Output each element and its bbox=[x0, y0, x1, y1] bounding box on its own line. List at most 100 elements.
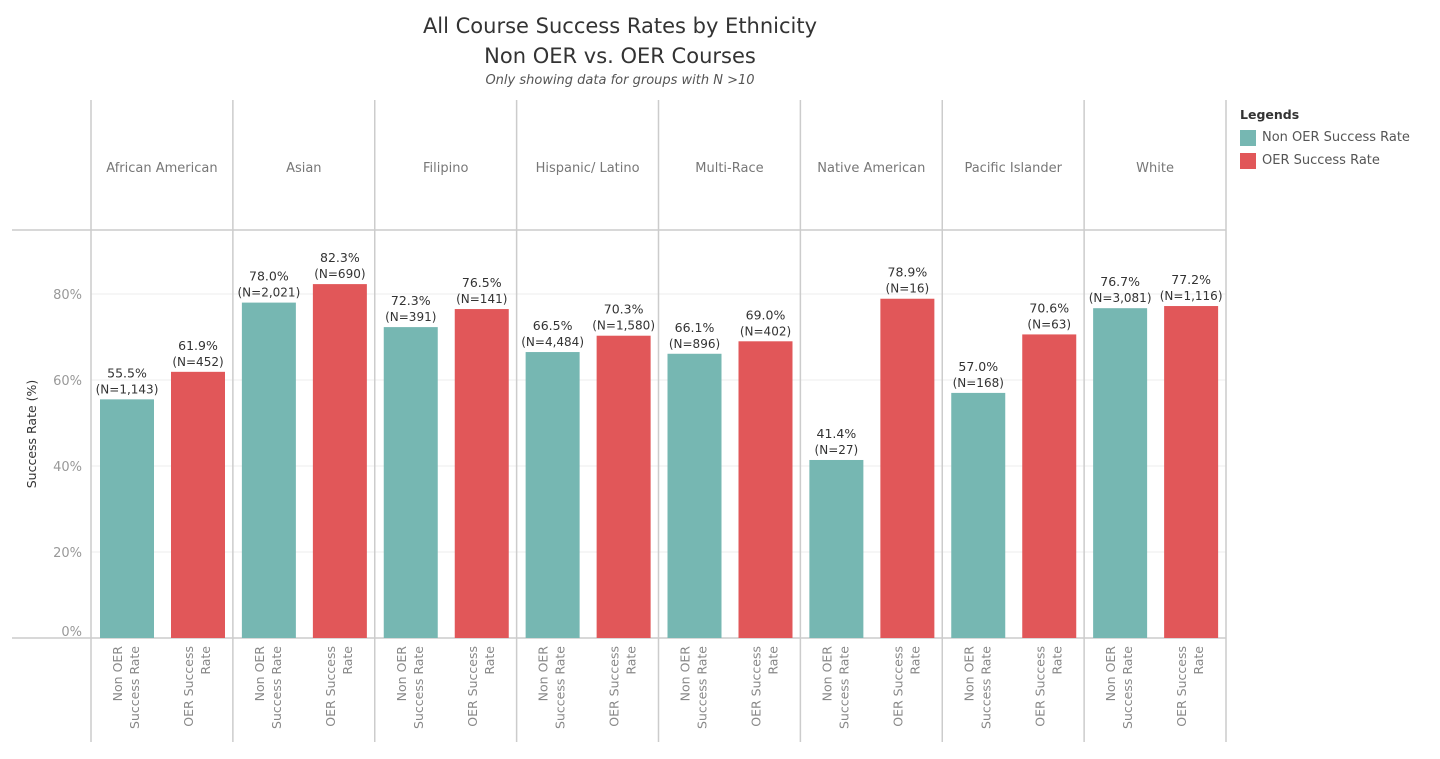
y-axis-label: Success Rate (%) bbox=[24, 380, 39, 489]
legend-title: Legends bbox=[1240, 107, 1300, 122]
bar bbox=[1022, 334, 1077, 638]
data-label-n: (N=141) bbox=[456, 292, 507, 306]
bar bbox=[809, 459, 864, 638]
bar bbox=[1093, 308, 1148, 638]
data-label-value: 78.0% bbox=[249, 269, 289, 284]
chart-subtitle: Non OER vs. OER Courses bbox=[484, 44, 756, 68]
category-header: Hispanic/ Latino bbox=[536, 161, 640, 176]
data-label-value: 41.4% bbox=[817, 426, 857, 441]
data-label-value: 78.9% bbox=[888, 265, 928, 280]
bar bbox=[1164, 306, 1219, 638]
x-tick-label-line2: Success Rate bbox=[836, 646, 851, 729]
x-tick-label-line2: Success Rate bbox=[978, 646, 993, 729]
legend-item-non-oer[interactable]: Non OER Success Rate bbox=[1240, 126, 1410, 149]
x-tick-label-line1: OER Success bbox=[749, 646, 764, 727]
x-tick-label-line2: Success Rate bbox=[127, 646, 142, 729]
y-tick-label: 80% bbox=[53, 288, 82, 303]
x-tick-label-line1: OER Success bbox=[890, 646, 905, 727]
x-tick-label-line1: Non OER bbox=[536, 646, 551, 702]
x-tick-label-line1: OER Success bbox=[465, 646, 480, 727]
category-header: African American bbox=[106, 161, 217, 176]
x-tick-label-line2: Rate bbox=[624, 646, 639, 675]
bar bbox=[383, 327, 438, 638]
y-tick-label: 0% bbox=[61, 625, 82, 640]
data-label-value: 69.0% bbox=[746, 307, 786, 322]
data-label-n: (N=16) bbox=[886, 282, 930, 296]
data-label-value: 76.5% bbox=[462, 275, 502, 290]
data-label-n: (N=1,143) bbox=[96, 382, 159, 396]
data-label-n: (N=1,580) bbox=[592, 319, 655, 333]
data-label-value: 76.7% bbox=[1100, 274, 1140, 289]
x-tick-label-line1: Non OER bbox=[252, 646, 267, 702]
legend-swatch-oer bbox=[1240, 152, 1256, 169]
legend-swatch-non-oer bbox=[1240, 129, 1256, 146]
legend-label-oer: OER Success Rate bbox=[1262, 153, 1380, 168]
bar bbox=[738, 341, 793, 638]
chart-title: All Course Success Rates by Ethnicity bbox=[422, 14, 818, 38]
x-tick-label-line1: Non OER bbox=[1103, 646, 1118, 702]
data-label-value: 55.5% bbox=[107, 365, 147, 380]
data-label-value: 57.0% bbox=[958, 359, 998, 374]
data-label-n: (N=27) bbox=[815, 443, 859, 457]
x-tick-label-line2: Success Rate bbox=[269, 646, 284, 729]
x-tick-label-line2: Rate bbox=[766, 646, 781, 675]
bar bbox=[241, 302, 296, 638]
x-tick-label-line2: Success Rate bbox=[553, 646, 568, 729]
data-label-value: 70.3% bbox=[604, 302, 644, 317]
x-tick-label-line1: OER Success bbox=[323, 646, 338, 727]
bar bbox=[880, 298, 935, 638]
x-tick-label-line1: Non OER bbox=[678, 646, 693, 702]
legend-label-non-oer: Non OER Success Rate bbox=[1262, 130, 1410, 145]
x-tick-label-line1: Non OER bbox=[394, 646, 409, 702]
data-label-n: (N=4,484) bbox=[521, 335, 584, 349]
data-label-value: 70.6% bbox=[1029, 300, 1069, 315]
x-tick-label-line2: Success Rate bbox=[1120, 646, 1135, 729]
data-label-n: (N=402) bbox=[740, 324, 791, 338]
category-header: Asian bbox=[286, 161, 321, 176]
data-label-n: (N=63) bbox=[1027, 317, 1071, 331]
data-label-n: (N=2,021) bbox=[238, 286, 301, 300]
data-label-n: (N=168) bbox=[953, 376, 1004, 390]
category-header: Filipino bbox=[423, 161, 468, 176]
x-tick-label-line1: OER Success bbox=[607, 646, 622, 727]
x-tick-label-line2: Rate bbox=[1049, 646, 1064, 675]
bar bbox=[525, 352, 580, 638]
x-tick-label-line2: Rate bbox=[198, 646, 213, 675]
category-header: Multi-Race bbox=[695, 161, 763, 176]
data-label-n: (N=3,081) bbox=[1089, 291, 1152, 305]
data-label-value: 77.2% bbox=[1171, 272, 1211, 287]
chart-note: Only showing data for groups with N >10 bbox=[485, 73, 755, 88]
x-tick-label-line1: Non OER bbox=[961, 646, 976, 702]
y-tick-label: 40% bbox=[53, 460, 82, 475]
data-label-value: 72.3% bbox=[391, 293, 431, 308]
x-tick-label-line2: Rate bbox=[1191, 646, 1206, 675]
legend: Legends Non OER Success Rate OER Success… bbox=[1240, 107, 1410, 172]
bar bbox=[596, 335, 651, 638]
x-tick-label-line2: Success Rate bbox=[411, 646, 426, 729]
x-tick-label-line1: OER Success bbox=[1174, 646, 1189, 727]
category-header: Native American bbox=[817, 161, 925, 176]
y-tick-label: 20% bbox=[53, 546, 82, 561]
legend-item-oer[interactable]: OER Success Rate bbox=[1240, 149, 1410, 172]
x-tick-label-line1: Non OER bbox=[819, 646, 834, 702]
data-label-value: 66.1% bbox=[675, 320, 715, 335]
data-label-value: 82.3% bbox=[320, 250, 360, 265]
x-tick-label-line2: Rate bbox=[340, 646, 355, 675]
data-label-n: (N=1,116) bbox=[1160, 289, 1223, 303]
category-header: White bbox=[1136, 161, 1174, 176]
x-tick-label-line2: Rate bbox=[482, 646, 497, 675]
category-header: Pacific Islander bbox=[964, 161, 1062, 176]
data-label-n: (N=452) bbox=[172, 355, 223, 369]
data-label-value: 61.9% bbox=[178, 338, 218, 353]
data-label-value: 66.5% bbox=[533, 318, 573, 333]
x-tick-label-line2: Success Rate bbox=[695, 646, 710, 729]
x-tick-label-line2: Rate bbox=[907, 646, 922, 675]
data-label-n: (N=391) bbox=[385, 310, 436, 324]
y-tick-label: 60% bbox=[53, 374, 82, 389]
bar bbox=[171, 371, 225, 638]
x-tick-label-line1: Non OER bbox=[110, 646, 125, 702]
x-tick-label-line1: OER Success bbox=[181, 646, 196, 727]
bar bbox=[951, 392, 1006, 638]
bar bbox=[454, 309, 509, 638]
